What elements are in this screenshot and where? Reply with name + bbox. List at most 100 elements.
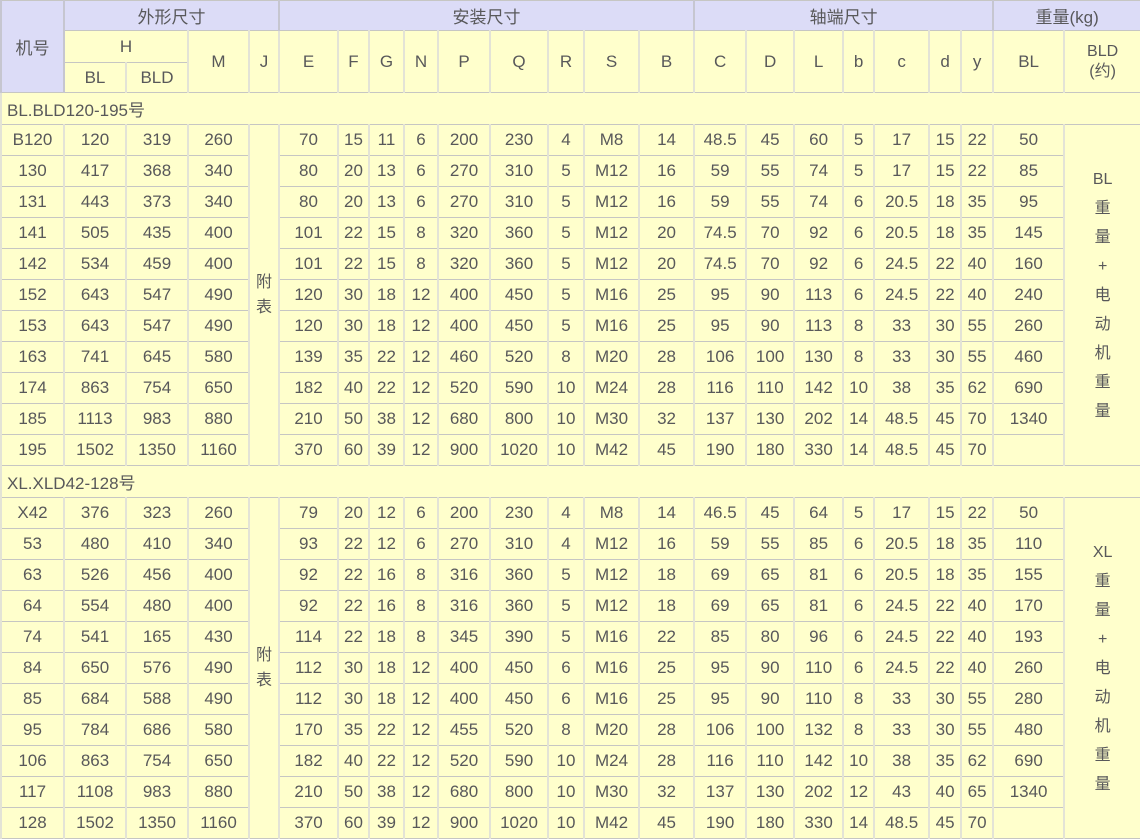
cell-value: 310 [489,155,549,187]
cell-value: 80 [278,155,339,187]
cell-value: 142 [793,372,845,404]
table-row: 95 784 686 580 170 35 22 12 455 520 8 M20 28 106 100 13… [0,714,1140,746]
group-header-mounting-dimensions: 安装尺寸 [277,0,696,31]
cell-value: 490 [187,652,250,684]
cell-value: M24 [583,745,640,777]
cell-value: 800 [489,403,549,435]
cell-value: 101 [278,248,339,280]
cell-value: 38 [368,403,405,435]
cell-value: 6 [547,652,585,684]
cell-value: 580 [187,341,250,373]
cell-machine-no: 130 [0,155,65,187]
cell-value: 70 [960,807,995,839]
cell-machine-no: 152 [0,279,65,311]
cell-value: 1502 [63,434,127,466]
cell-value: 40 [960,279,995,311]
cell-value: 6 [842,590,876,622]
cell-value: 180 [745,807,796,839]
cell-value: M42 [583,807,640,839]
cell-value: 30 [928,310,963,342]
table-row: 53 480 410 340 93 22 12 6 270 310 4 M12 16 59 55 85 6 20.… [0,528,1140,560]
cell-value: 270 [437,528,491,560]
col-header-BLD-weight-approx: BLD (约) [1063,30,1140,93]
cell-value: 320 [437,217,491,249]
cell-value: 50 [337,403,370,435]
cell-value: 25 [637,652,696,684]
cell-value: 35 [928,372,963,404]
cell-value: 22 [368,745,405,777]
cell-value: 40 [960,621,995,653]
cell-value: 33 [873,683,931,715]
cell-value: 22 [960,155,995,187]
cell-value: 6 [842,248,876,280]
cell-value: 10 [842,745,876,777]
cell-value: 690 [992,372,1066,404]
cell-machine-no: 85 [0,683,65,715]
cell-value: 6 [842,652,876,684]
cell-value: 460 [992,341,1066,373]
cell-value: 400 [187,590,250,622]
cell-value: 60 [337,807,370,839]
cell-value: 1160 [187,434,250,466]
cell-value: 13 [368,155,405,187]
cell-value: 39 [368,807,405,839]
cell-value: 10 [842,372,876,404]
cell-value: 38 [873,745,931,777]
cell-value: 113 [793,310,845,342]
cell-value: 25 [637,310,696,342]
cell-value: 62 [960,372,995,404]
cell-value: 45 [928,434,963,466]
cell-value: 410 [125,528,189,560]
cell-value: 18 [637,559,696,591]
cell-value: 22 [637,621,696,653]
cell-value: 18 [368,683,405,715]
cell-value: 390 [489,621,549,653]
cell-value: 16 [637,155,696,187]
cell-value: 323 [125,497,189,529]
cell-value: 35 [337,714,370,746]
cell-value: 210 [278,403,339,435]
cell-value: 193 [992,621,1066,653]
table-row: 131 443 373 340 80 20 13 6 270 310 5 M12 16 59 55 74 6 20… [0,186,1140,218]
cell-value: 18 [928,186,963,218]
col-header-Q: Q [489,30,549,93]
cell-machine-no: X42 [0,497,65,529]
cell-value: 520 [489,714,549,746]
cell-value: 400 [187,217,250,249]
cell-value: 40 [337,745,370,777]
cell-value: M8 [583,124,640,156]
cell-value: 18 [368,310,405,342]
table-row: 174 863 754 650 182 40 22 12 520 590 10 M24 28 116 110… [0,372,1140,404]
cell-value: 92 [793,248,845,280]
cell-value: 38 [873,372,931,404]
cell-value: 20 [637,248,696,280]
cell-value: 270 [437,155,491,187]
cell-machine-no: 84 [0,652,65,684]
cell-machine-no: B120 [0,124,65,156]
cell-value: 46.5 [693,497,748,529]
cell-value: 22 [368,341,405,373]
cell-value: 5 [547,621,585,653]
cell-value: 182 [278,372,339,404]
cell-value: M16 [583,683,640,715]
cell-value: 70 [745,248,796,280]
cell-value: 50 [337,776,370,808]
cell-value: 45 [928,403,963,435]
cell-value: 110 [992,528,1066,560]
cell-value: 45 [745,124,796,156]
cell-value: 40 [960,248,995,280]
weight-formula-note: BL 重量 + 电动机重量 [1063,124,1140,466]
cell-machine-no: 53 [0,528,65,560]
cell-value: 8 [403,217,439,249]
cell-value: 12 [403,403,439,435]
col-header-machine-no: 机号 [0,0,65,93]
cell-value: 92 [278,559,339,591]
col-header-G: G [368,30,405,93]
cell-value: 520 [437,372,491,404]
cell-value: 85 [793,528,845,560]
cell-value: 450 [489,652,549,684]
cell-value: 30 [337,279,370,311]
cell-value: M30 [583,403,640,435]
cell-value: 182 [278,745,339,777]
cell-value: 110 [793,683,845,715]
